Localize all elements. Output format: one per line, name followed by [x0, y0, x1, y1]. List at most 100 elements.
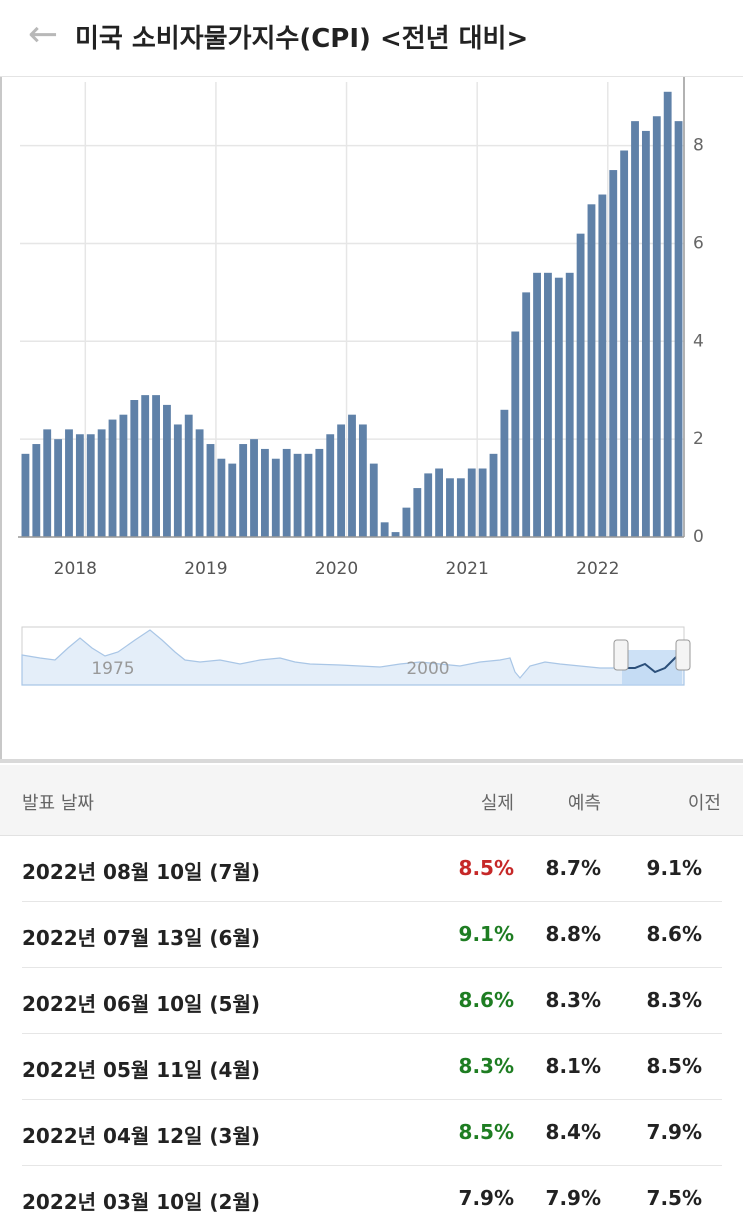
bar [217, 458, 226, 537]
forecast-value: 8.3% [545, 988, 601, 1012]
panel-bottom [0, 759, 743, 763]
bar [130, 400, 139, 537]
bar [424, 473, 433, 537]
bar [511, 331, 520, 537]
release-date: 2022년 08월 10일 (7월) [22, 860, 261, 884]
bar [369, 463, 378, 537]
table-row[interactable]: 2022년 04월 12일 (3월) 8.5% 8.4% 7.9% [0, 1100, 743, 1166]
bar [141, 395, 150, 537]
row-separator [22, 1099, 722, 1100]
bar [380, 522, 389, 537]
actual-value: 8.6% [458, 988, 514, 1012]
bar [173, 424, 182, 537]
forecast-value: 8.7% [545, 856, 601, 880]
actual-value: 8.3% [458, 1054, 514, 1078]
bar [609, 170, 618, 537]
bar [282, 448, 291, 537]
bar [663, 91, 672, 537]
bar [348, 414, 356, 537]
x-tick-label: 2019 [184, 559, 227, 579]
bar [250, 439, 258, 537]
column-header: 예측 [567, 793, 601, 814]
navigator-handle[interactable] [675, 639, 691, 671]
bar [239, 444, 248, 537]
previous-value: 8.3% [646, 988, 702, 1012]
previous-value: 7.5% [646, 1186, 702, 1210]
table-header: 발표 날짜 실제 예측 이전 [0, 765, 743, 836]
bar [152, 395, 160, 537]
bar [587, 204, 596, 537]
bar [402, 507, 411, 537]
x-tick-label: 2020 [315, 559, 358, 579]
bar [195, 429, 204, 537]
release-date: 2022년 04월 12일 (3월) [22, 1124, 261, 1148]
bar [544, 272, 552, 537]
bar [522, 292, 531, 537]
previous-value: 8.6% [646, 922, 702, 946]
column-header: 이전 [687, 793, 721, 814]
back-button[interactable]: ← [28, 14, 59, 55]
navigator: 1975 2000 [21, 626, 691, 686]
table-row[interactable]: 2022년 06월 10일 (5월) 8.6% 8.3% 8.3% [0, 968, 743, 1034]
y-tick-label: 4 [693, 331, 704, 351]
bar [337, 424, 346, 537]
row-separator [22, 1033, 722, 1034]
bar [489, 453, 498, 537]
bar [326, 434, 335, 537]
bar [500, 409, 509, 537]
bar [21, 453, 30, 537]
bar [576, 233, 585, 537]
x-tick-label: 2021 [446, 559, 489, 579]
row-separator [22, 901, 722, 902]
previous-value: 8.5% [646, 1054, 702, 1078]
actual-value: 9.1% [458, 922, 514, 946]
row-separator [22, 967, 722, 968]
release-date: 2022년 07월 13일 (6월) [22, 926, 261, 950]
bar [358, 424, 367, 537]
navigator-selected-line [622, 651, 683, 674]
table-row[interactable]: 2022년 08월 10일 (7월) 8.5% 8.7% 9.1% [0, 836, 743, 902]
actual-value: 8.5% [458, 1120, 514, 1144]
bar [674, 121, 683, 538]
chart: 0 2 4 6 8 2018 2019 2020 2021 2022 1975 2000 [0, 76, 743, 763]
bar [391, 532, 400, 537]
bar [260, 448, 269, 537]
bar [54, 439, 63, 537]
y-tick-label: 2 [693, 429, 704, 449]
y-tick-label: 0 [693, 527, 704, 547]
bar [304, 453, 313, 537]
column-header: 발표 날짜 [22, 793, 94, 814]
navigator-handle[interactable] [613, 639, 629, 671]
bar [228, 463, 237, 537]
previous-value: 9.1% [646, 856, 702, 880]
forecast-value: 8.1% [545, 1054, 601, 1078]
forecast-value: 7.9% [545, 1186, 601, 1210]
navigator-label: 2000 [406, 659, 449, 679]
table-row[interactable]: 2022년 03월 10일 (2월) 7.9% 7.9% 7.5% [0, 1166, 743, 1228]
bar [631, 121, 639, 538]
bar [119, 414, 128, 537]
top-bar: ← 미국 소비자물가지수(CPI) <전년 대비> [0, 0, 743, 77]
bar [163, 404, 171, 537]
bar [206, 444, 215, 537]
bar [446, 478, 454, 537]
release-date: 2022년 03월 10일 (2월) [22, 1190, 261, 1214]
y-tick-label: 8 [693, 136, 704, 156]
release-date: 2022년 05월 11일 (4월) [22, 1058, 261, 1082]
bar [598, 194, 607, 537]
bar [456, 478, 465, 537]
navigator-label: 1975 [91, 659, 134, 679]
table-row[interactable]: 2022년 05월 11일 (4월) 8.3% 8.1% 8.5% [0, 1034, 743, 1100]
x-tick-label: 2022 [576, 559, 619, 579]
bar [271, 458, 280, 537]
forecast-value: 8.8% [545, 922, 601, 946]
bar [315, 448, 324, 537]
table-row[interactable]: 2022년 07월 13일 (6월) 9.1% 8.8% 8.6% [0, 902, 743, 968]
bar [554, 277, 563, 537]
page-title: 미국 소비자물가지수(CPI) <전년 대비> [75, 24, 529, 54]
bar [75, 434, 84, 537]
bar [97, 429, 106, 537]
release-date: 2022년 06월 10일 (5월) [22, 992, 261, 1016]
forecast-value: 8.4% [545, 1120, 601, 1144]
